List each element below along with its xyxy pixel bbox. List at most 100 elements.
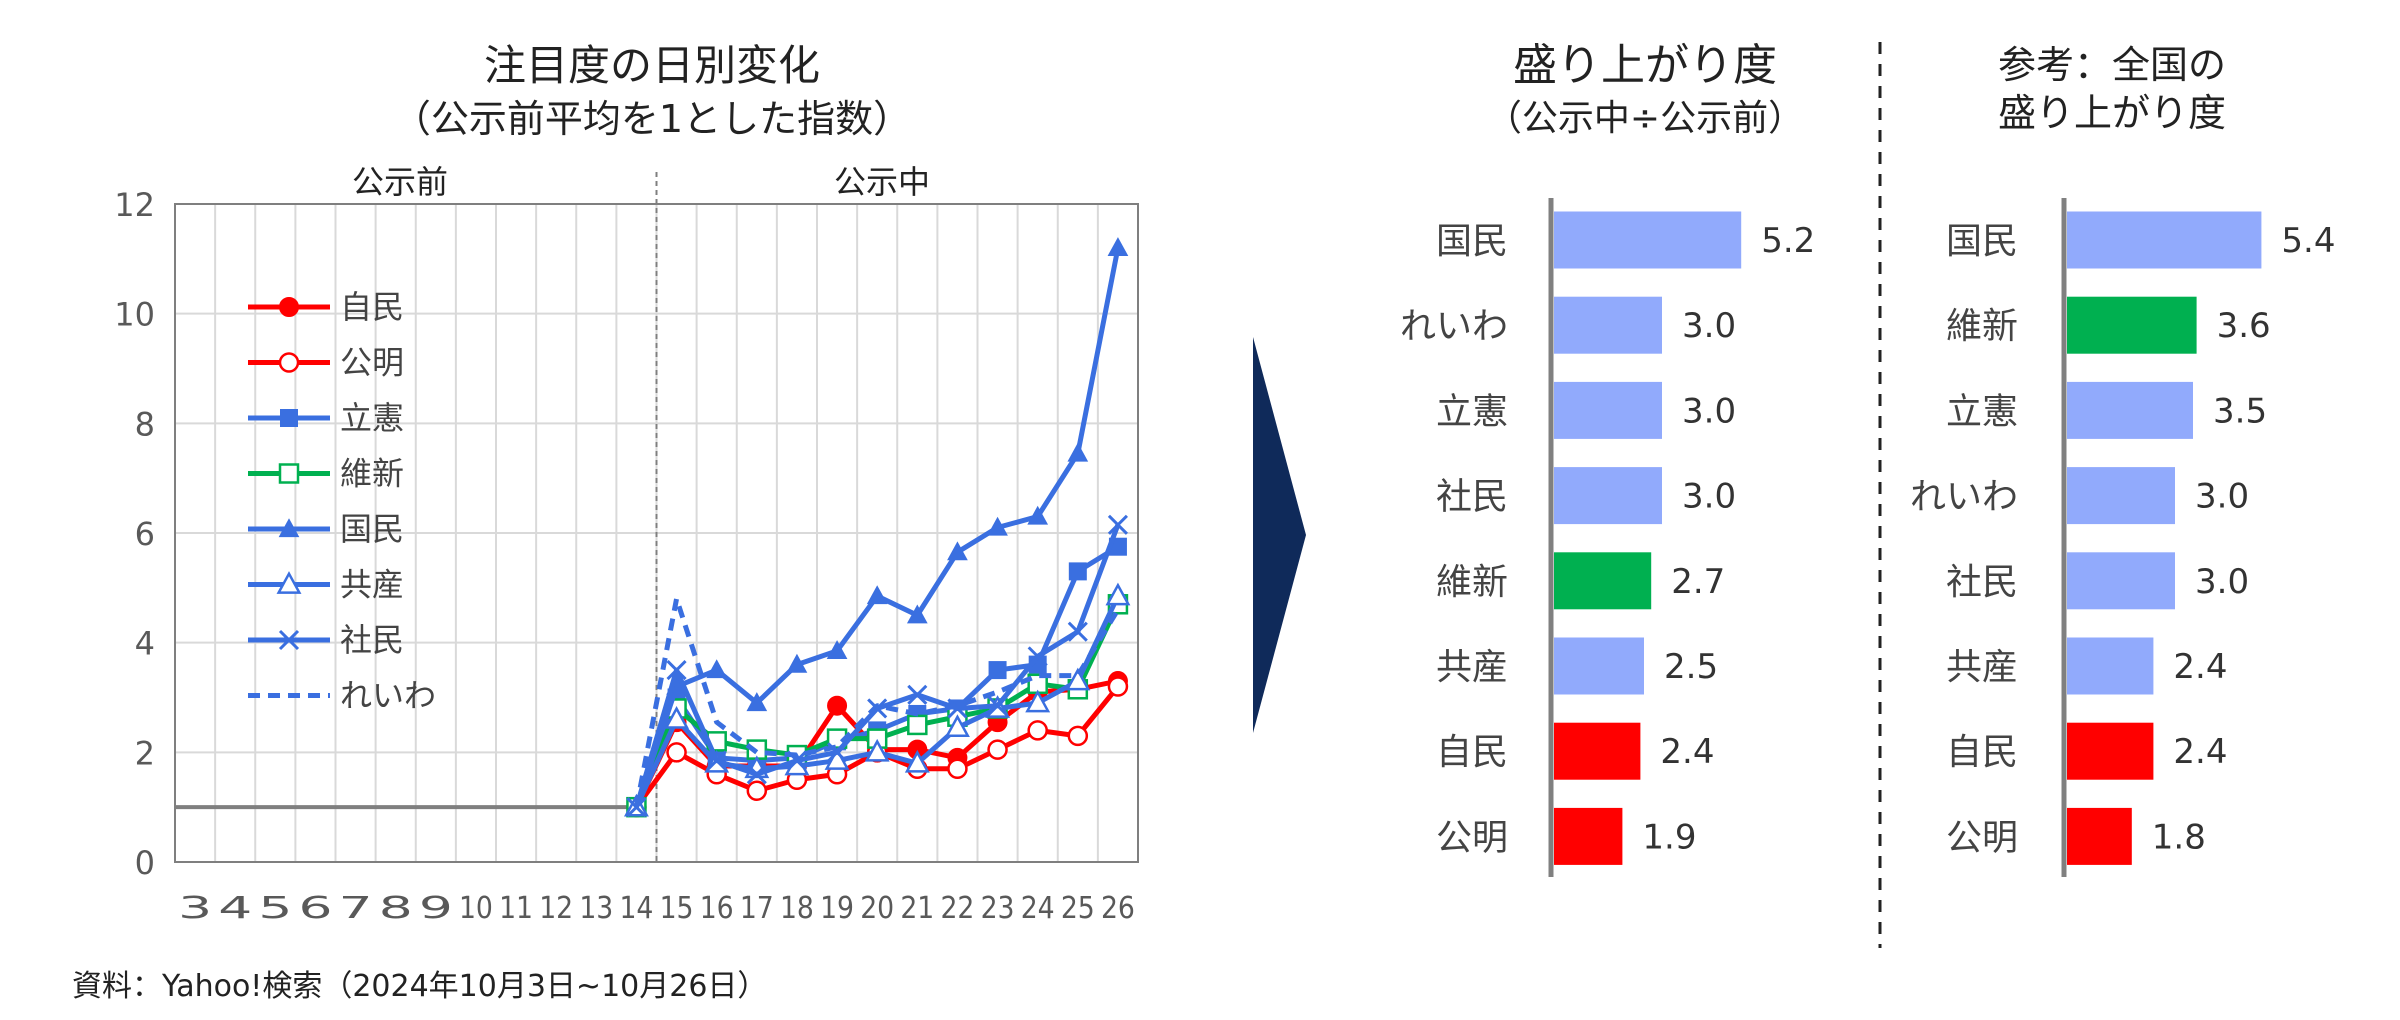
bar-れいわ	[1554, 296, 1662, 354]
bar-category-label: 社民	[1946, 562, 2018, 603]
bar-value-label: 2.4	[2173, 647, 2227, 687]
x-tick-label: 7	[339, 891, 373, 926]
bar-国民	[2067, 211, 2262, 269]
party-維新-point	[907, 714, 928, 736]
y-tick-label: 8	[135, 405, 155, 443]
party-社民-point	[1027, 646, 1048, 667]
party-社民-point	[666, 660, 687, 681]
line-chart-subtitle: （公示前平均を1とした指数）	[393, 97, 911, 141]
source-note: 資料：Yahoo!検索（2024年10月3日~10月26日）	[72, 969, 767, 1004]
x-tick-label: 23	[981, 891, 1015, 926]
legend-item-公明: 公明	[248, 344, 404, 382]
bar-category-label: 自民	[1946, 732, 2018, 773]
x-tick-label: 11	[499, 891, 533, 926]
party-社民-point	[947, 698, 968, 719]
bar-value-label: 3.0	[1682, 391, 1736, 431]
bar-chart-2-title-line2: 盛り上がり度	[1998, 91, 2226, 135]
y-tick-label: 2	[135, 734, 155, 772]
legend-item-れいわ: れいわ	[248, 677, 436, 715]
x-tick-label: 8	[379, 891, 413, 926]
party-社民-point	[1067, 621, 1088, 642]
x-tick-label: 18	[780, 891, 814, 926]
bar-自民	[2067, 722, 2154, 780]
y-tick-label: 6	[135, 515, 155, 553]
legend-marker	[278, 352, 300, 373]
bar-chart-1-title: 盛り上がり度	[1513, 40, 1777, 91]
bar-維新	[1554, 552, 1652, 610]
party-共産-point	[864, 738, 890, 762]
bar-category-label: れいわ	[1910, 477, 2018, 518]
bar-category-label: 共産	[1436, 647, 1508, 688]
legend-label: 立憲	[340, 399, 404, 437]
party-国民-point	[947, 541, 968, 561]
party-立憲-point	[1068, 562, 1087, 581]
legend-item-共産: 共産	[248, 566, 404, 604]
bar-れいわ	[2067, 467, 2175, 525]
x-tick-label: 25	[1061, 891, 1095, 926]
bar-value-label: 1.9	[1642, 817, 1696, 857]
legend-label: 共産	[340, 566, 404, 604]
party-社民-point	[907, 684, 928, 705]
legend-label: 自民	[340, 288, 404, 326]
party-社民-series	[626, 514, 1129, 818]
party-国民-point	[1107, 237, 1129, 256]
bar-立憲	[1554, 381, 1662, 439]
bar-value-label: 3.0	[2195, 477, 2249, 517]
y-tick-label: 10	[114, 296, 155, 334]
party-国民-point	[987, 516, 1008, 536]
party-共産-point	[944, 714, 970, 738]
x-tick-label: 10	[459, 891, 493, 926]
x-tick-label: 3	[178, 891, 212, 926]
y-tick-label: 12	[114, 186, 155, 224]
legend-label: 公明	[340, 344, 404, 382]
legend-marker	[278, 629, 300, 651]
party-公明-point	[1067, 725, 1089, 747]
bar-立憲	[2067, 381, 2193, 439]
bar-value-label: 5.4	[2281, 221, 2335, 261]
party-共産-point	[1065, 667, 1091, 691]
legend-marker	[278, 518, 300, 538]
bar-category-label: 公明	[1436, 817, 1508, 858]
bar-category-label: 国民	[1436, 221, 1508, 262]
party-社民-point	[1107, 514, 1129, 535]
legend-item-立憲: 立憲	[248, 399, 404, 437]
bar-共産	[1554, 637, 1644, 695]
x-tick-label: 24	[1021, 891, 1055, 926]
legend-item-維新: 維新	[248, 455, 404, 493]
party-国民-point	[906, 604, 928, 624]
legend-label: 社民	[340, 621, 404, 659]
legend-label: れいわ	[340, 677, 436, 715]
party-社民-point	[987, 695, 1008, 716]
bar-value-label: 2.7	[1671, 562, 1725, 602]
party-公明-point	[987, 739, 1008, 760]
bar-value-label: 3.0	[1682, 306, 1736, 346]
bar-category-label: 公明	[1946, 817, 2018, 858]
x-tick-label: 12	[539, 891, 573, 926]
party-社民-point	[706, 750, 727, 771]
party-国民-point	[1067, 442, 1089, 462]
x-tick-label: 14	[619, 891, 653, 926]
party-公明-point	[1107, 676, 1129, 697]
x-tick-label: 13	[579, 891, 613, 926]
legend-label: 維新	[340, 455, 404, 493]
bar-category-label: 自民	[1436, 732, 1508, 773]
bar-category-label: れいわ	[1400, 306, 1508, 347]
bar-国民	[1554, 211, 1742, 269]
legend-item-自民: 自民	[248, 288, 404, 326]
x-tick-label: 21	[900, 891, 934, 926]
party-国民-point	[866, 585, 888, 605]
party-共産-point	[904, 749, 930, 773]
bar-維新	[2067, 296, 2197, 354]
party-立憲-point	[988, 661, 1007, 680]
bar-value-label: 5.2	[1761, 221, 1815, 261]
legend-item-国民: 国民	[248, 510, 404, 548]
bar-category-label: 共産	[1946, 647, 2018, 688]
party-公明-point	[1027, 720, 1048, 741]
party-社民-point	[746, 764, 767, 785]
bar-共産	[2067, 637, 2154, 695]
bar-value-label: 1.8	[2152, 817, 2206, 857]
party-共産-point	[1105, 582, 1131, 606]
party-共産-series	[623, 582, 1131, 817]
